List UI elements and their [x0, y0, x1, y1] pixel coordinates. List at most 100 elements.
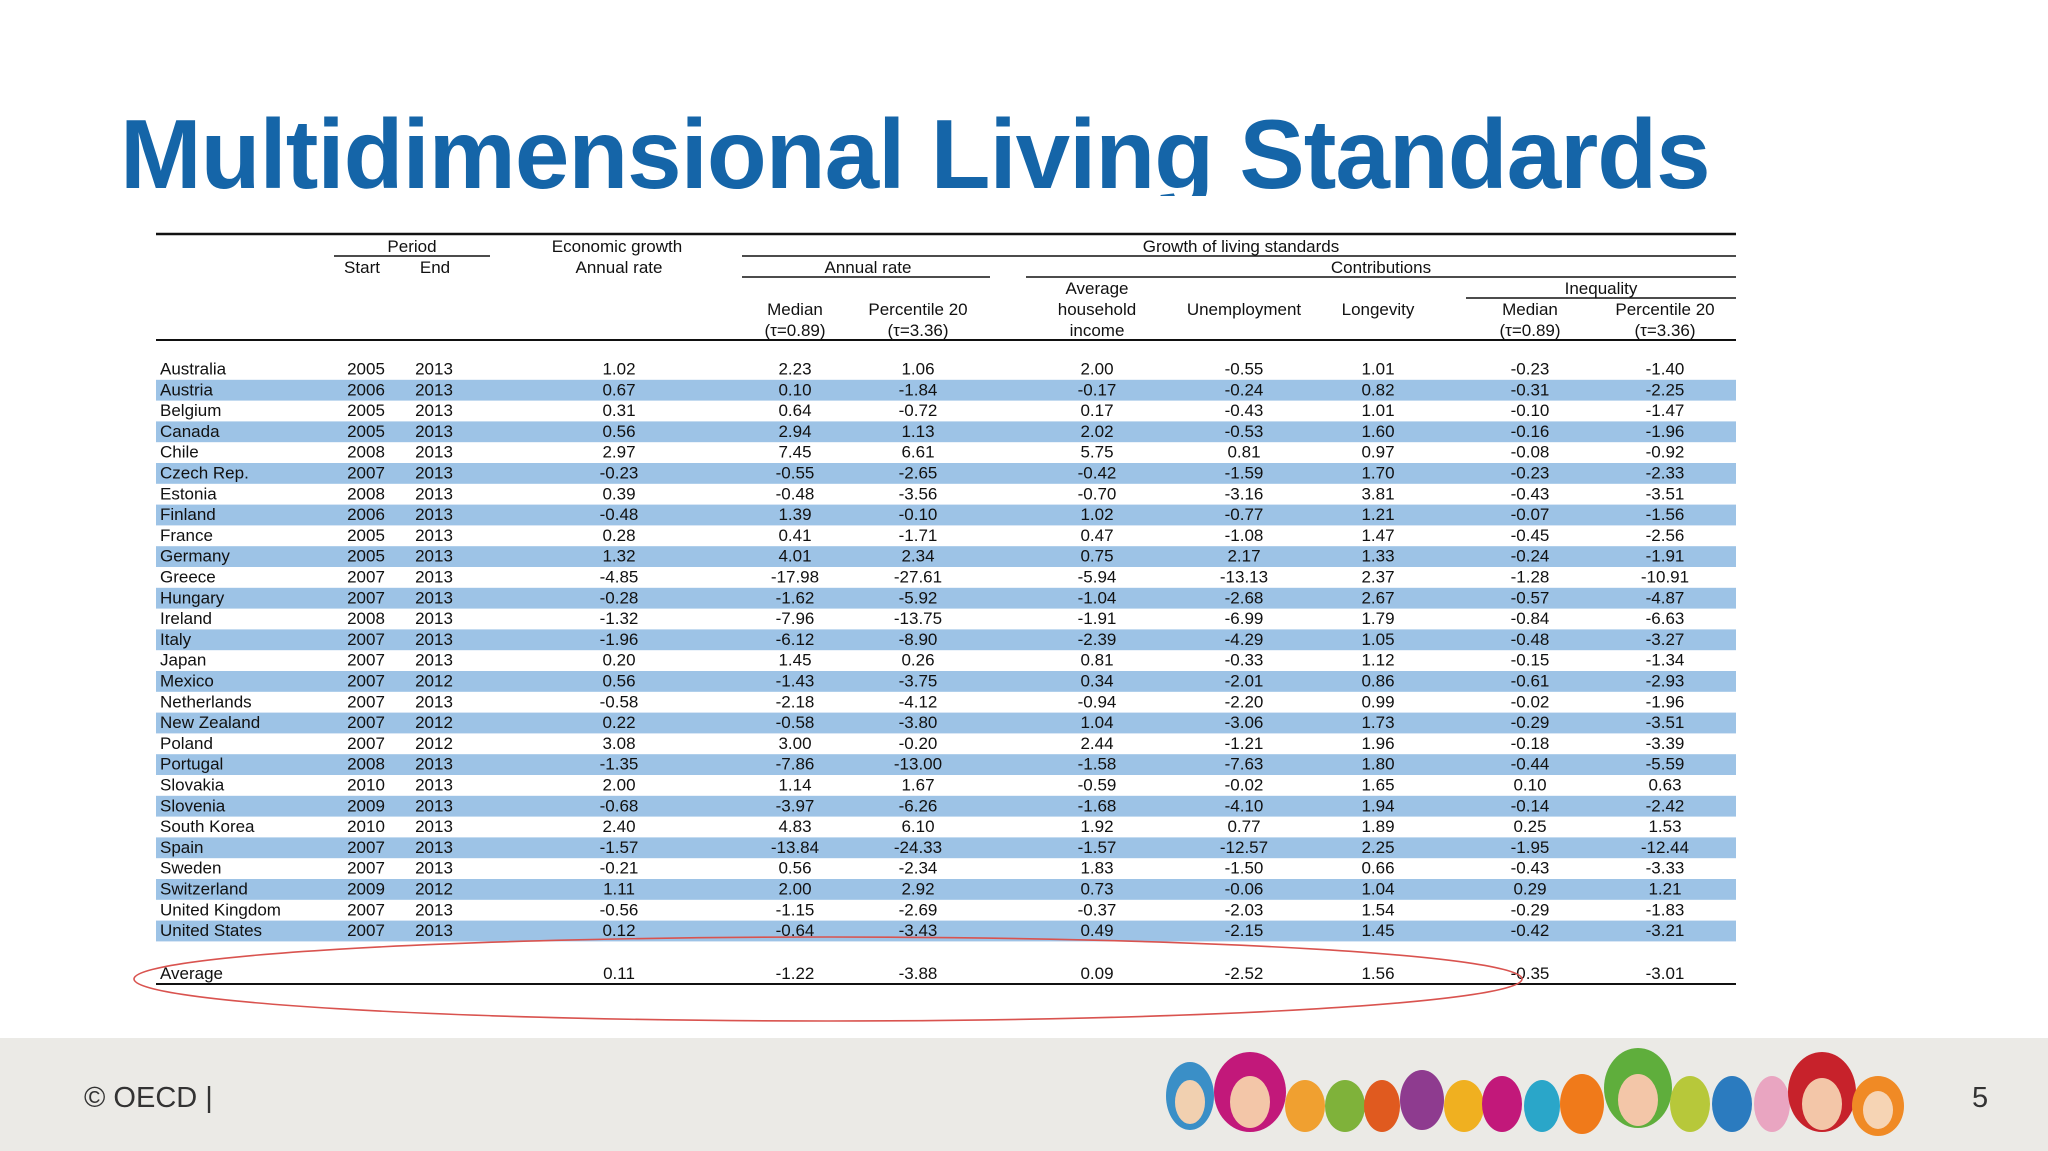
cell-longevity: 2.25: [1361, 838, 1394, 857]
cell-ineq-p20: -2.33: [1646, 464, 1685, 483]
cell-median: -17.98: [771, 568, 819, 587]
cell-median: 1.14: [778, 776, 811, 795]
cell-unemployment: -0.02: [1225, 776, 1264, 795]
cell-unemployment: -2.03: [1225, 900, 1264, 919]
cell-country: Sweden: [160, 859, 221, 878]
cell-median: -0.55: [776, 464, 815, 483]
cell-end: 2013: [415, 464, 453, 483]
cell-end: 2013: [415, 568, 453, 587]
cell-start: 2009: [347, 796, 385, 815]
row-stripe: [156, 587, 1736, 609]
cell-country: Germany: [160, 547, 230, 566]
cell-ineq-median: 0.29: [1513, 880, 1546, 899]
header-rules: [156, 232, 1736, 985]
cell-ineq-median: -0.08: [1511, 443, 1550, 462]
cell-unemployment: -7.63: [1225, 755, 1264, 774]
cell-longevity: 1.80: [1361, 755, 1394, 774]
average-econ-growth: 0.11: [603, 964, 635, 983]
cell-country: Portugal: [160, 755, 223, 774]
cell-longevity: 1.21: [1361, 505, 1394, 524]
cell-longevity: 0.97: [1361, 443, 1394, 462]
cell-ineq-median: -0.16: [1511, 422, 1550, 441]
cell-econ-growth: 0.31: [602, 401, 635, 420]
cell-econ-growth: -0.28: [600, 588, 639, 607]
row-stripe: [156, 671, 1736, 692]
cell-longevity: 1.89: [1361, 817, 1394, 836]
row-stripe: [156, 421, 1736, 443]
header-period: Period: [387, 237, 436, 256]
cell-ineq-p20: -3.39: [1646, 734, 1685, 753]
cell-econ-growth: -0.68: [600, 796, 639, 815]
cell-country: Greece: [160, 568, 216, 587]
page-number: 5: [1972, 1082, 1989, 1114]
cell-econ-growth: -0.21: [600, 859, 639, 878]
cell-ineq-p20: -0.92: [1646, 443, 1685, 462]
cell-end: 2013: [415, 380, 453, 399]
average-longevity: 1.56: [1361, 964, 1394, 983]
cell-country: Hungary: [160, 588, 225, 607]
row-stripe: [156, 795, 1736, 817]
cell-avg-income: 2.02: [1080, 422, 1113, 441]
cell-unemployment: -2.15: [1225, 921, 1264, 940]
cell-start: 2007: [347, 672, 385, 691]
cell-median: 0.64: [778, 401, 811, 420]
cell-ineq-p20: 0.63: [1648, 776, 1681, 795]
cell-country: Poland: [160, 734, 213, 753]
cell-country: Czech Rep.: [160, 464, 249, 483]
cell-avg-income: -0.42: [1078, 464, 1117, 483]
cell-median: -0.64: [776, 921, 815, 940]
cell-country: Switzerland: [160, 880, 248, 899]
cell-end: 2013: [415, 443, 453, 462]
cell-ineq-median: -0.02: [1511, 692, 1550, 711]
cell-avg-income: -0.37: [1078, 900, 1117, 919]
cell-ineq-p20: -2.93: [1646, 672, 1685, 691]
cell-unemployment: -4.10: [1225, 796, 1264, 815]
living-standards-table: Period Start End Economic growth Annual …: [118, 196, 1748, 1036]
cell-ineq-median: -0.48: [1511, 630, 1550, 649]
row-stripe: [156, 879, 1736, 900]
cell-end: 2013: [415, 817, 453, 836]
cell-ineq-p20: -1.56: [1646, 505, 1685, 524]
cell-longevity: 1.73: [1361, 713, 1394, 732]
row-stripes: [156, 379, 1736, 942]
cell-median: -6.12: [776, 630, 815, 649]
table-row: Chile 2008 2013 2.97 7.45 6.61 5.75 0.81 0.97 -0.…: [160, 443, 1684, 462]
cell-ineq-median: -0.24: [1511, 547, 1550, 566]
table-row: Slovenia 2009 2013 -0.68 -3.97 -6.26 -1.68 -4.1…: [160, 796, 1684, 815]
cell-p20: -0.20: [899, 734, 938, 753]
cell-median: -0.58: [776, 713, 815, 732]
table-row: Sweden 2007 2013 -0.21 0.56 -2.34 1.83 -1.50 0.6…: [160, 859, 1684, 878]
cell-start: 2007: [347, 713, 385, 732]
header-start: Start: [344, 258, 380, 277]
cell-end: 2012: [415, 734, 453, 753]
cell-country: Mexico: [160, 672, 214, 691]
cell-p20: -13.00: [894, 755, 942, 774]
cell-econ-growth: 0.39: [602, 484, 635, 503]
table-row: New Zealand 2007 2012 0.22 -0.58 -3.80 1.04 -3.…: [160, 713, 1684, 732]
cell-econ-growth: -1.35: [600, 755, 639, 774]
table-row: Poland 2007 2012 3.08 3.00 -0.20 2.44 -1.21 1.96…: [160, 734, 1684, 753]
cell-country: Japan: [160, 651, 206, 670]
cell-ineq-median: -0.45: [1511, 526, 1550, 545]
cell-start: 2007: [347, 588, 385, 607]
row-stripe: [156, 754, 1736, 775]
cell-longevity: 1.79: [1361, 609, 1394, 628]
cell-longevity: 1.70: [1361, 464, 1394, 483]
cell-country: United Kingdom: [160, 900, 281, 919]
cell-median: 4.83: [778, 817, 811, 836]
cell-p20: -27.61: [894, 568, 942, 587]
cell-avg-income: -0.17: [1078, 380, 1117, 399]
cell-country: Ireland: [160, 609, 212, 628]
cell-avg-income: 0.73: [1080, 880, 1113, 899]
cell-longevity: 1.33: [1361, 547, 1394, 566]
cell-median: -0.48: [776, 484, 815, 503]
cell-unemployment: -0.33: [1225, 651, 1264, 670]
cell-ineq-median: -0.44: [1511, 755, 1550, 774]
row-stripe: [156, 712, 1736, 734]
cell-country: Chile: [160, 443, 199, 462]
cell-median: 0.56: [778, 859, 811, 878]
cell-unemployment: -6.99: [1225, 609, 1264, 628]
slide-title: Multidimensional Living Standards: [120, 99, 1711, 209]
cell-p20: -2.65: [899, 464, 938, 483]
cell-ineq-p20: -1.83: [1646, 900, 1685, 919]
